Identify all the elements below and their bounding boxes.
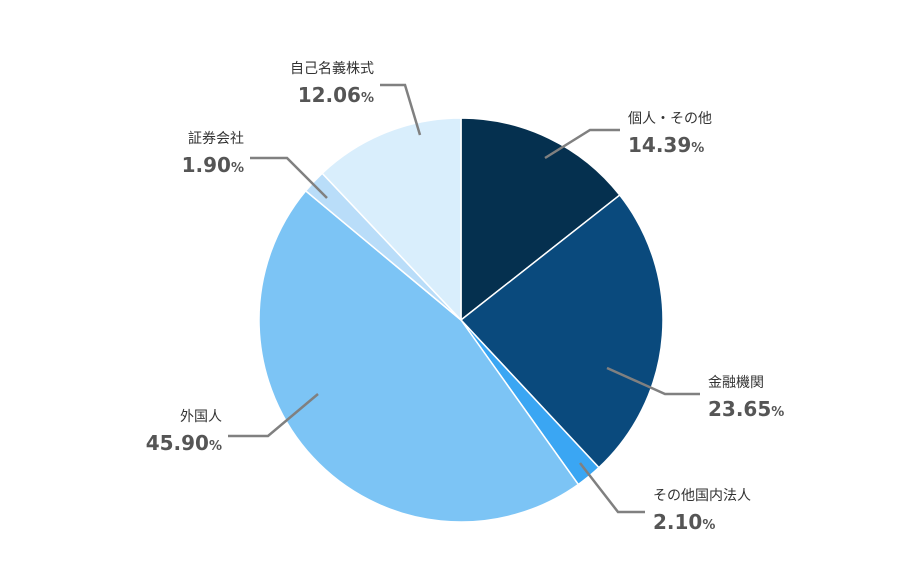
leader-line-5 (250, 156, 328, 199)
slice-label-3: その他国内法人 (653, 488, 751, 504)
slice-value-1: 14.39% (628, 133, 704, 157)
pie-slice-6 (321, 117, 462, 322)
slice-labels: 個人・その他 14.39% 金融機関 23.65% その他国内法人 2.10% 外国人 45.… (146, 60, 785, 534)
leader-line-4 (228, 393, 319, 438)
slice-label-5: 証券会社 (188, 131, 244, 147)
slice-label-6: 自己名義株式 (290, 60, 374, 77)
pie-slices (258, 117, 664, 523)
leader-line-1 (544, 128, 620, 160)
slice-value-6: 12.06% (298, 83, 374, 107)
slice-label-2: 金融機関 (708, 375, 764, 391)
leader-lines (228, 83, 700, 514)
leader-line-2 (606, 366, 700, 396)
pie-slice-1 (460, 117, 621, 322)
slice-label-4: 外国人 (180, 409, 222, 425)
leader-line-6 (380, 83, 422, 136)
slice-label-1: 個人・その他 (628, 111, 712, 127)
slice-value-4: 45.90% (146, 431, 222, 455)
slice-value-2: 23.65% (708, 397, 784, 421)
slice-value-5: 1.90% (182, 153, 244, 177)
leader-line-3 (579, 462, 645, 514)
slice-value-3: 2.10% (653, 510, 715, 534)
pie-slice-4 (258, 189, 580, 523)
pie-slice-2 (459, 194, 664, 469)
